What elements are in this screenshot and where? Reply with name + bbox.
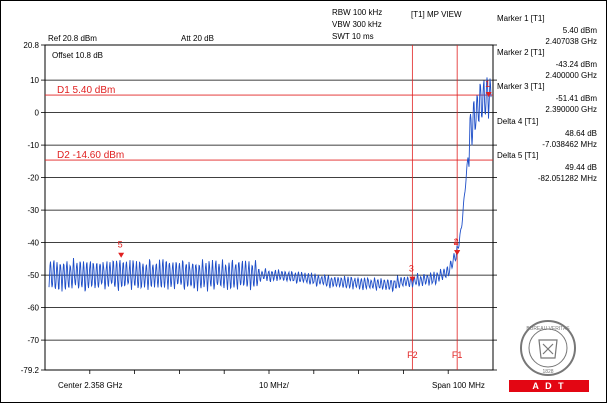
y-tick-label: -40 [27,239,39,248]
offset-label: Offset 10.8 dB [52,51,103,60]
display-line-label: D2 -14.60 dBm [57,150,124,161]
y-tick-label: -70 [27,336,39,345]
marker-points: 1 2 3 4 5 [118,79,492,282]
rbw-label: RBW 100 kHz [332,8,383,17]
delta-4-freq: -7.038462 MHz [542,140,597,149]
marker-symbol [454,250,461,256]
marker-label: 3 [409,264,414,274]
grid [41,44,497,374]
marker-symbol [485,92,492,98]
delta-5-value: 49.44 dB [564,163,597,172]
display-line-label: D1 5.40 dBm [57,85,115,96]
delta-5-freq: -82.051282 MHz [537,174,597,183]
marker-1-freq: 2.407038 GHz [545,37,597,46]
marker-1-value: 5.40 dBm [562,26,597,35]
marker-label: 2 [454,237,459,247]
center-frequency-label: Center 2.358 GHz [58,381,123,390]
y-tick-label: -50 [27,271,39,280]
y-tick-label: -79.2 [21,366,40,375]
y-tick-label: -60 [27,304,39,313]
svg-text:1828: 1828 [542,369,553,375]
bureau-veritas-logo: BUREAU VERITAS 1828 [520,320,576,376]
y-tick-label: 20.8 [23,41,39,50]
frequency-line-label: F2 [407,350,418,360]
marker-2-title: Marker 2 [T1] [497,48,545,57]
marker-label: 5 [118,240,123,250]
marker-1-title: Marker 1 [T1] [497,14,545,23]
y-axis: 20.8 10 0 -10 -20 -30 -40 -50 -60 -70 -79.2 [21,41,40,375]
y-tick-label: -20 [27,174,39,183]
delta-4-title: Delta 4 [T1] [497,117,539,126]
adt-brand-text: A D T [532,381,566,391]
delta-4-value: 48.64 dB [564,129,597,138]
y-tick-label: -10 [27,141,39,150]
sweep-time-label: SWT 10 ms [332,32,374,41]
delta-5-title: Delta 5 [T1] [497,151,539,160]
span-label: Span 100 MHz [432,381,485,390]
marker-symbol [409,276,416,282]
marker-3-title: Marker 3 [T1] [497,82,545,91]
frequency-line-label: F1 [452,350,463,360]
spectrum-trace [48,77,492,293]
attenuation-label: Att 20 dB [181,34,214,43]
y-tick-label: 0 [35,109,40,118]
view-mode-label: [T1] MP VIEW [411,10,462,19]
marker-3-value: -51.41 dBm [555,94,597,103]
y-tick-label: 10 [30,76,39,85]
adt-brand-bar: A D T [509,380,589,392]
display-lines: D1 5.40 dBm D2 -14.60 dBm [45,85,493,161]
marker-3-freq: 2.390000 GHz [545,105,597,114]
marker-label: 1 [485,79,490,89]
marker-2-value: -43.24 dBm [555,60,597,69]
svg-text:BUREAU VERITAS: BUREAU VERITAS [526,326,570,332]
marker-symbol [118,252,125,258]
division-label: 10 MHz/ [259,381,289,390]
ref-level-label: Ref 20.8 dBm [48,34,97,43]
frequency-lines: F2 F1 [407,45,462,370]
marker-2-freq: 2.400000 GHz [545,71,597,80]
marker-label: 4 [454,237,459,247]
y-tick-label: -30 [27,206,39,215]
vbw-label: VBW 300 kHz [332,20,382,29]
